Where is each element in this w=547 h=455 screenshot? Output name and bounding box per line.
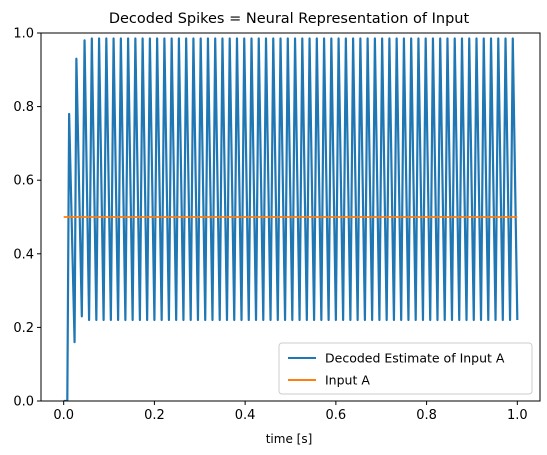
axes-frame [40,32,541,402]
x-tick-label: 0.4 [235,408,256,423]
legend: Decoded Estimate of Input A Input A [278,342,533,395]
y-tick-label: 0.4 [13,247,34,262]
y-tick-label: 0.2 [13,321,34,336]
y-tick-label: 0.8 [13,100,34,115]
x-tick-label: 0.6 [326,408,347,423]
x-tick-label: 0.8 [416,408,437,423]
y-tick-label: 0.6 [13,174,34,189]
series-line-1 [63,37,519,401]
x-axis-label: time [s] [266,432,313,446]
y-axis: 0.0 0.2 0.4 0.6 0.8 1.0 [13,27,41,410]
y-tick-label: 1.0 [13,27,34,42]
y-tick-label: 0.0 [13,395,34,410]
legend-box [278,342,533,395]
x-tick-label: 1.0 [507,408,528,423]
x-axis: 0.0 0.2 0.4 0.6 0.8 1.0 [53,401,528,423]
chart-title: Decoded Spikes = Neural Representation o… [109,11,470,27]
x-tick-label: 0.0 [53,408,74,423]
plot-area [63,37,519,401]
legend-label-2: Input A [325,373,370,388]
legend-label-1: Decoded Estimate of Input A [325,351,505,366]
x-tick-label: 0.2 [144,408,165,423]
